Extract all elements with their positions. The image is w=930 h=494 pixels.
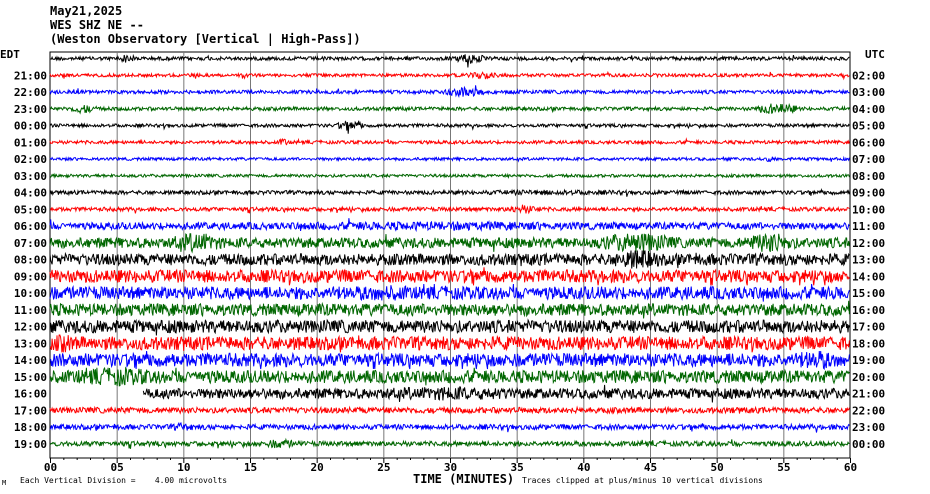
vertical-division-note: Each Vertical Division = 4.00 microvolts [20,476,228,485]
x-tick-label-45: 45 [644,461,657,474]
edt-label-0700: 07:00 [14,237,47,250]
trace-row-1 [49,70,850,81]
edt-label-1100: 11:00 [14,304,47,317]
right-axis-label: UTC [865,48,885,61]
utc-label-1200: 12:00 [852,237,885,250]
left-axis-label: EDT [0,48,20,61]
utc-label-1500: 15:00 [852,287,885,300]
utc-label-2300: 23:00 [852,421,885,434]
plot-date: May21,2025 [50,4,123,18]
utc-label-1600: 16:00 [852,304,885,317]
x-tick-label-35: 35 [511,461,524,474]
trace-row-18 [49,350,850,371]
trace-row-16 [49,318,850,336]
edt-label-0500: 05:00 [14,203,47,216]
edt-label-1200: 12:00 [14,321,47,334]
plot-source: (Weston Observatory [Vertical | High-Pas… [50,32,361,46]
utc-label-0400: 04:00 [852,103,885,116]
x-tick-label-25: 25 [377,461,390,474]
utc-label-1800: 18:00 [852,337,885,350]
trace-row-3 [49,103,850,115]
corner-mark: M [2,479,7,487]
x-axis-title: TIME (MINUTES) [413,472,515,486]
utc-label-1700: 17:00 [852,321,885,334]
trace-row-22 [49,421,850,433]
trace-row-19 [49,366,850,387]
utc-label-2200: 22:00 [852,404,885,417]
edt-label-2300: 23:00 [14,103,47,116]
utc-label-0200: 02:00 [852,69,885,82]
trace-row-0 [50,53,850,68]
trace-row-4 [49,120,850,134]
trace-row-15 [49,300,850,319]
utc-label-2100: 21:00 [852,388,885,401]
utc-label-1000: 10:00 [852,203,885,216]
utc-label-0600: 06:00 [852,136,885,149]
trace-row-2 [49,85,850,99]
edt-label-1500: 15:00 [14,371,47,384]
edt-label-0900: 09:00 [14,270,47,283]
utc-label-0900: 09:00 [852,187,885,200]
x-tick-label-10: 10 [177,461,190,474]
edt-label-0100: 01:00 [14,136,47,149]
clip-note: Traces clipped at plus/minus 10 vertical… [522,476,763,485]
utc-label-0000: 00:00 [852,438,885,451]
trace-row-11 [49,232,850,254]
utc-label-0800: 08:00 [852,170,885,183]
edt-label-1700: 17:00 [14,404,47,417]
utc-label-0700: 07:00 [852,153,885,166]
utc-label-0300: 03:00 [852,86,885,99]
edt-label-2100: 21:00 [14,69,47,82]
utc-label-1400: 14:00 [852,270,885,283]
station-code: WES SHZ NE -- [50,18,144,32]
edt-label-0300: 03:00 [14,170,47,183]
trace-row-5 [49,137,850,146]
edt-label-0000: 00:00 [14,120,47,133]
edt-label-1600: 16:00 [14,388,47,401]
edt-label-1000: 10:00 [14,287,47,300]
trace-row-13 [49,267,850,286]
edt-label-1800: 18:00 [14,421,47,434]
utc-label-2000: 20:00 [852,371,885,384]
x-tick-label-15: 15 [244,461,257,474]
trace-row-8 [49,188,850,197]
x-tick-label-40: 40 [577,461,590,474]
utc-label-1900: 19:00 [852,354,885,367]
trace-row-20 [142,384,850,403]
trace-row-7 [49,172,850,180]
utc-label-1300: 13:00 [852,254,885,267]
x-tick-label-00: 00 [44,461,57,474]
trace-row-6 [49,155,850,163]
edt-label-1300: 13:00 [14,337,47,350]
trace-row-17 [49,334,850,353]
utc-label-1100: 11:00 [852,220,885,233]
trace-row-14 [49,283,850,302]
x-tick-label-55: 55 [777,461,790,474]
x-tick-label-50: 50 [711,461,724,474]
trace-row-9 [50,204,850,215]
edt-label-0800: 08:00 [14,254,47,267]
edt-label-0400: 04:00 [14,187,47,200]
edt-label-0200: 02:00 [14,153,47,166]
trace-row-10 [49,218,850,233]
x-tick-label-30: 30 [444,461,457,474]
edt-label-2200: 22:00 [14,86,47,99]
x-tick-label-05: 05 [111,461,124,474]
trace-row-21 [49,405,850,415]
trace-row-23 [49,437,850,450]
edt-label-1900: 19:00 [14,438,47,451]
trace-row-12 [49,250,850,269]
x-tick-label-60: 60 [844,461,857,474]
utc-label-0500: 05:00 [852,120,885,133]
edt-label-0600: 06:00 [14,220,47,233]
edt-label-1400: 14:00 [14,354,47,367]
x-tick-label-20: 20 [311,461,324,474]
